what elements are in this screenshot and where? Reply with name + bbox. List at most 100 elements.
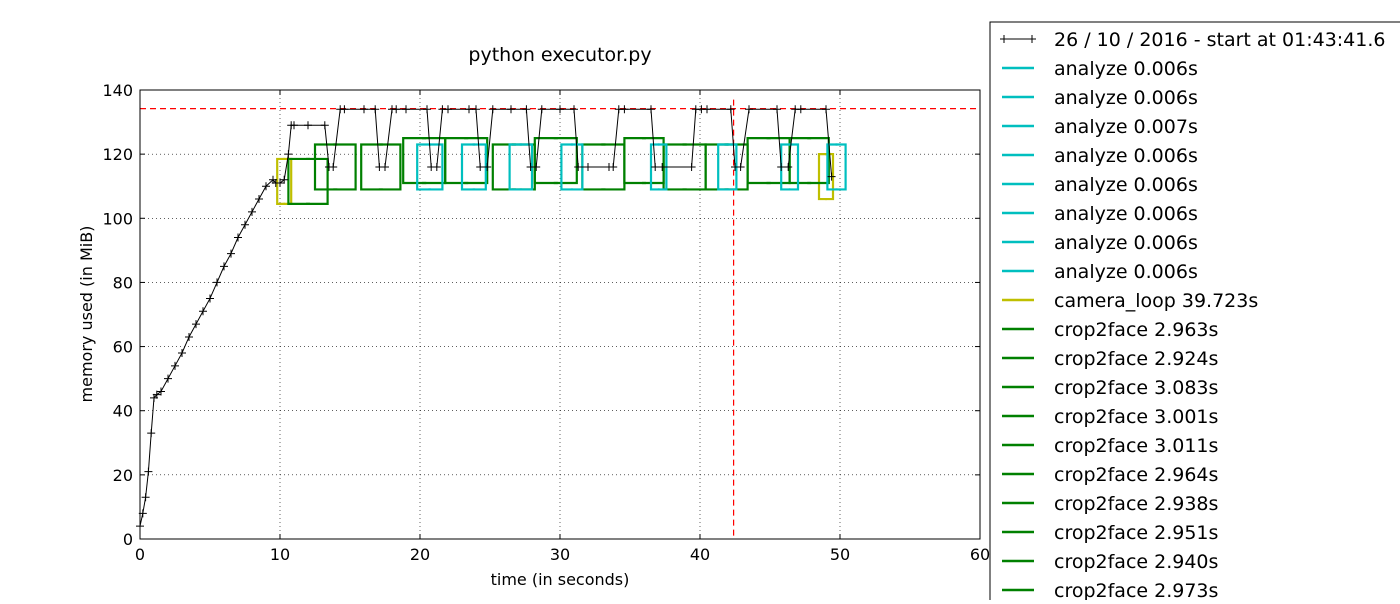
memory-point: [537, 105, 546, 114]
crop2face-bracket: [533, 137, 578, 185]
x-tick-label: 30: [550, 545, 570, 564]
memory-point: [609, 162, 618, 171]
memory-point: [381, 162, 389, 171]
memory-point: [290, 121, 298, 130]
analyze-bracket-start: [460, 143, 476, 191]
camera-loop-bracket-start: [276, 157, 285, 205]
analyze-bracket-start: [649, 143, 660, 191]
legend-entry: crop2face 2.973s: [1002, 580, 1218, 602]
legend-label: analyze 0.006s: [1054, 58, 1198, 80]
crop2face-bracket-start: [788, 137, 812, 185]
memory-point: [144, 467, 153, 476]
legend-entry: crop2face 2.938s: [1002, 493, 1218, 515]
legend-label: analyze 0.006s: [1054, 87, 1198, 109]
memory-point: [432, 162, 441, 171]
memory-point: [647, 105, 655, 114]
legend-entry: analyze 0.006s: [1002, 87, 1198, 109]
legend-entry: analyze 0.006s: [1002, 203, 1198, 225]
memory-point: [773, 105, 781, 114]
legend-label: analyze 0.006s: [1054, 261, 1198, 283]
memory-point: [227, 249, 235, 258]
legend-entry: analyze 0.006s: [1002, 232, 1198, 254]
crop2face-bracket-end: [378, 143, 402, 191]
legend-entry: analyze 0.006s: [1002, 174, 1198, 196]
legend-entry: crop2face 2.963s: [1002, 319, 1218, 341]
crop2face-bracket-end: [333, 143, 357, 191]
memory-point: [584, 162, 592, 171]
memory-point: [827, 172, 836, 181]
memory-point: [199, 307, 207, 316]
memory-point: [178, 348, 186, 357]
crop2face-bracket: [313, 143, 357, 191]
grid: [140, 90, 980, 539]
crop2face-bracket-end: [553, 137, 578, 185]
analyze-bracket-start: [826, 143, 838, 191]
crop2face-bracket: [444, 137, 489, 185]
legend-marker: [1028, 35, 1036, 43]
x-tick-label: 40: [690, 545, 710, 564]
memory-point: [157, 387, 165, 396]
legend-label: crop2face 2.951s: [1054, 522, 1218, 544]
legend-marker: [1000, 35, 1008, 43]
y-tick-label: 60: [113, 338, 133, 357]
memory-point: [687, 162, 696, 171]
memory-point: [248, 207, 256, 216]
memory-point: [276, 179, 284, 188]
legend-entry: analyze 0.006s: [1002, 145, 1198, 167]
memory-point: [532, 162, 541, 171]
memory-point: [444, 105, 452, 114]
memory-point: [262, 182, 270, 191]
memory-point: [185, 332, 193, 341]
memory-point: [488, 105, 497, 114]
camera-loop-bracket-start: [817, 153, 827, 201]
memory-point: [507, 105, 515, 114]
memory-point: [147, 429, 156, 438]
legend-entry: camera_loop 39.723s: [1002, 290, 1258, 312]
memory-point: [620, 105, 629, 114]
memory-point: [822, 105, 830, 114]
legend-entry: crop2face 3.083s: [1002, 377, 1218, 399]
crop2face-bracket-start: [746, 137, 771, 185]
legend-entry: crop2face 3.011s: [1002, 435, 1218, 457]
memory-point: [255, 195, 263, 204]
crop2face-bracket-start: [402, 137, 427, 185]
legend-label: analyze 0.006s: [1054, 174, 1198, 196]
legend-label: camera_loop 39.723s: [1054, 290, 1258, 312]
memory-point: [206, 294, 214, 303]
legend-entry: 26 / 10 / 2016 - start at 01:43:41.6: [1000, 29, 1386, 51]
memory-point: [340, 105, 349, 114]
memory-point: [423, 105, 431, 114]
legend: 26 / 10 / 2016 - start at 01:43:41.6 anal…: [989, 21, 1400, 604]
x-tick-label: 0: [135, 545, 145, 564]
memory-point: [284, 150, 293, 159]
y-axis-label: memory used (in MiB): [77, 226, 96, 403]
y-tick-label: 80: [113, 273, 133, 292]
crop2face-bracket-start: [533, 137, 558, 185]
legend-entry: crop2face 2.951s: [1002, 522, 1218, 544]
legend-entry: analyze 0.006s: [1002, 58, 1198, 80]
crop2face-bracket-start: [287, 157, 310, 205]
memory-point: [152, 390, 161, 399]
analyze-bracket: [826, 143, 847, 191]
x-tick-label: 20: [410, 545, 430, 564]
analyze-bracket-start: [717, 143, 729, 191]
memory-point: [402, 105, 410, 114]
y-tick-label: 140: [102, 81, 133, 100]
legend-frame: [989, 21, 1400, 604]
peak-marker-lines: [140, 99, 980, 539]
legend-label: crop2face 3.011s: [1054, 435, 1218, 457]
legend-label: crop2face 2.938s: [1054, 493, 1218, 515]
crop2face-bracket-start: [313, 143, 338, 191]
memory-point: [476, 162, 485, 171]
legend-entry: crop2face 3.001s: [1002, 406, 1218, 428]
memory-point: [570, 105, 578, 114]
x-tick-label: 10: [270, 545, 290, 564]
memory-point: [371, 105, 380, 114]
memory-point: [465, 105, 473, 114]
crop2face-bracket: [360, 143, 402, 191]
crop2face-bracket-end: [807, 137, 830, 185]
y-tick-label: 0: [123, 530, 133, 549]
legend-label: crop2face 2.973s: [1054, 580, 1218, 600]
